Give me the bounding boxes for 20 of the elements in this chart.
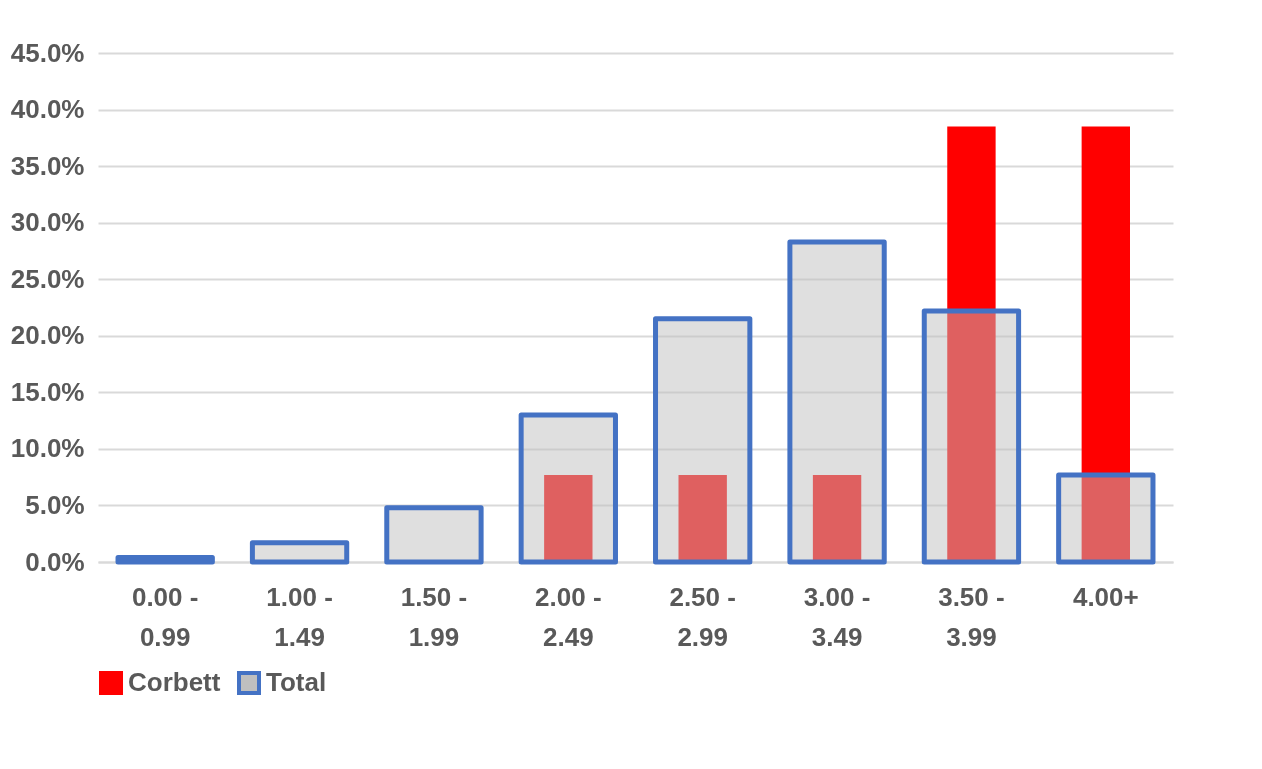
y-tick-label: 40.0% [10,94,85,125]
x-tick-label: 2.00 - 2.49 [535,581,602,652]
y-tick-label: 10.0% [10,433,85,464]
x-tick-label: 2.50 - 2.99 [669,581,736,652]
y-tick-label: 25.0% [10,263,85,294]
y-tick-label: 5.0% [25,489,85,520]
y-tick-label: 0.0% [25,546,85,577]
y-tick-label: 35.0% [10,150,85,181]
x-tick-label: 4.00+ [1072,581,1139,612]
x-tick-label: 1.50 - 1.99 [400,581,468,652]
y-tick-label: 30.0% [10,207,85,238]
legend-label: Corbett [128,667,221,697]
y-tick-label: 20.0% [10,320,85,351]
x-tick-label: 3.50 - 3.99 [938,581,1005,652]
y-tick-label: 15.0% [10,376,85,407]
legend-label: Total [266,667,327,697]
x-tick-label: 0.00 - 0.99 [131,581,199,652]
y-tick-label: 45.0% [10,37,85,68]
x-tick-label: 1.00 - 1.49 [266,581,333,652]
x-tick-label: 3.00 - 3.49 [803,581,871,652]
